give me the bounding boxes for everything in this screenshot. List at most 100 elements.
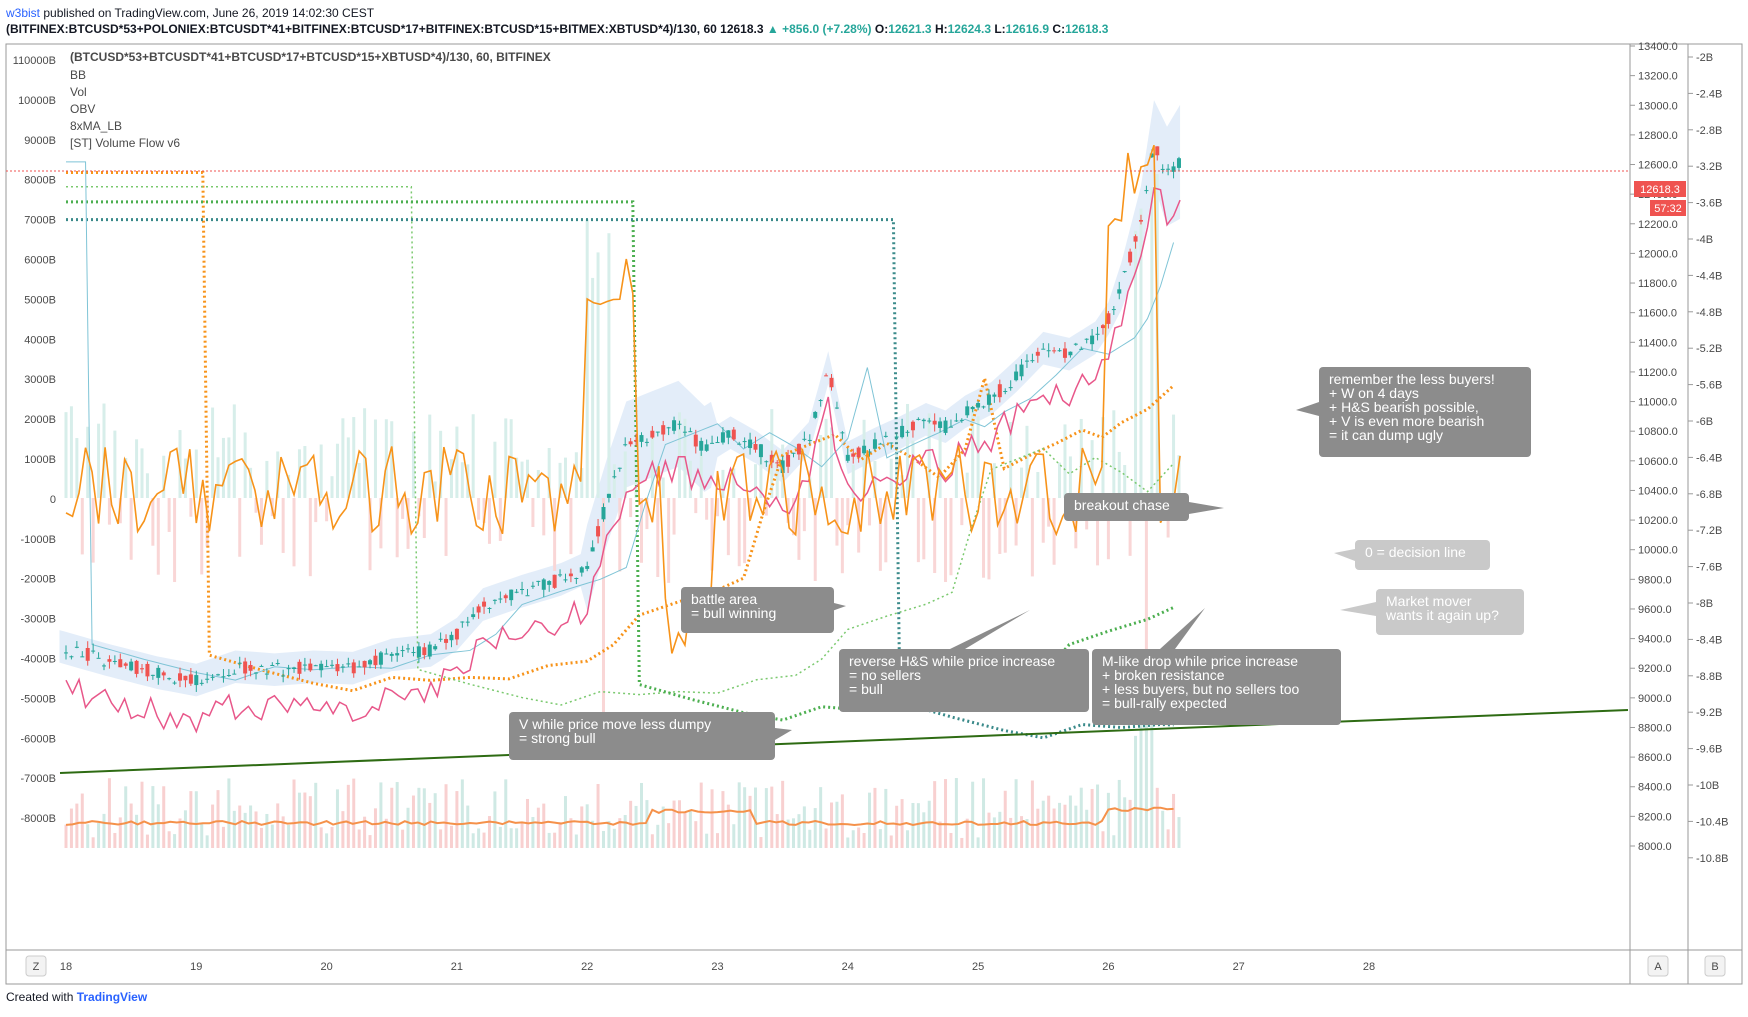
obv-tick-label: -5.6B bbox=[1696, 380, 1722, 392]
obv-axis[interactable]: -2B -2.4B -2.8B -3.2B -3.6B -4B -4.4B -4.8B -5.2… bbox=[1688, 52, 1728, 865]
volume-flow-bar bbox=[1068, 456, 1072, 498]
volume-bar bbox=[1009, 817, 1013, 848]
annotation-text: = bull winning bbox=[691, 605, 776, 621]
timezone-button[interactable] bbox=[25, 955, 47, 977]
time-axis[interactable]: 18 19 20 21 22 23 24 25 26 27 28 bbox=[60, 961, 1375, 973]
volume-bar bbox=[1058, 802, 1062, 848]
candle bbox=[389, 653, 394, 656]
volume-bar bbox=[515, 828, 519, 848]
candle bbox=[541, 579, 546, 590]
volume-flow-bar bbox=[428, 414, 432, 498]
candle bbox=[970, 406, 975, 410]
volume-bar bbox=[1139, 702, 1143, 848]
obv-tick-label: -4B bbox=[1696, 234, 1713, 246]
volume-bar bbox=[102, 813, 106, 848]
volume-bar bbox=[314, 782, 318, 848]
candle bbox=[910, 421, 915, 431]
volume-flow-bar bbox=[645, 498, 649, 530]
volume-bar bbox=[80, 793, 84, 848]
volume-flow-bar bbox=[569, 498, 573, 555]
volume-bar bbox=[1068, 795, 1072, 848]
candle bbox=[134, 660, 139, 674]
volume-bar bbox=[319, 827, 323, 848]
volume-flow-bar bbox=[238, 498, 242, 557]
candle bbox=[650, 430, 655, 438]
volume-flow-bar bbox=[944, 498, 948, 582]
last-price-badge: 12618.3 bbox=[1634, 181, 1686, 197]
candle bbox=[1030, 360, 1035, 362]
volume-flow-bar bbox=[1128, 498, 1132, 556]
open-value: 12621.3 bbox=[888, 22, 932, 36]
volume-flow-bar bbox=[314, 498, 318, 523]
volume-bar bbox=[156, 804, 160, 848]
candle bbox=[183, 675, 188, 681]
volume-bar bbox=[710, 789, 714, 848]
candle bbox=[1166, 168, 1171, 170]
candle bbox=[254, 672, 259, 674]
volume-bar bbox=[243, 812, 247, 848]
author-link[interactable]: w3bist bbox=[6, 6, 41, 20]
candle bbox=[319, 663, 324, 671]
volume-flow-line bbox=[65, 144, 1181, 654]
candle bbox=[997, 384, 1002, 398]
candle bbox=[520, 589, 525, 591]
volume-bar bbox=[379, 782, 383, 848]
auto-scale-button[interactable] bbox=[1647, 955, 1669, 977]
price-chart[interactable]: 110000B 10000B 9000B 8000B 7000B 6000B 5000B 40… bbox=[0, 40, 1748, 990]
volume-flow-bar bbox=[129, 498, 133, 560]
candle bbox=[129, 661, 134, 671]
candle bbox=[900, 425, 905, 438]
candle bbox=[791, 452, 796, 454]
candle bbox=[74, 646, 79, 648]
volume-bar bbox=[504, 779, 508, 848]
candle bbox=[720, 432, 725, 443]
plot-area[interactable] bbox=[6, 100, 1630, 848]
volume-flow-bar bbox=[591, 277, 595, 498]
volume-flow-bar bbox=[650, 433, 654, 498]
annotation-text: = bull-rally expected bbox=[1102, 695, 1227, 711]
candle bbox=[378, 652, 383, 665]
low-value: 12616.9 bbox=[1005, 22, 1050, 36]
candle bbox=[85, 648, 90, 661]
volume-flow-bar bbox=[906, 403, 910, 498]
candle bbox=[536, 580, 541, 582]
volume-flow-bar bbox=[639, 498, 643, 563]
candle bbox=[965, 406, 970, 416]
volume-bar bbox=[308, 796, 312, 848]
obv-scale-button[interactable] bbox=[1704, 955, 1726, 977]
obv-line bbox=[65, 187, 1181, 734]
volume-flow-bar bbox=[471, 414, 475, 498]
annotation-pointer bbox=[775, 728, 792, 740]
candle bbox=[411, 652, 416, 654]
candle bbox=[1117, 289, 1122, 294]
obv-tick-label: -4.4B bbox=[1696, 270, 1722, 282]
volume-bar bbox=[254, 811, 258, 848]
candle bbox=[118, 659, 123, 668]
volume-bar bbox=[107, 778, 111, 848]
candle bbox=[454, 628, 459, 640]
legend-symbol: (BTCUSD*53+BTCUSDT*41+BTCUSD*17+BTCUSD*1… bbox=[70, 50, 551, 64]
candle bbox=[96, 657, 101, 659]
candle bbox=[69, 656, 74, 658]
footer-created: Created with bbox=[6, 990, 74, 1004]
candle bbox=[313, 665, 318, 667]
candle bbox=[883, 435, 888, 437]
candle bbox=[954, 420, 959, 422]
volume-bar bbox=[846, 837, 850, 848]
candle bbox=[829, 377, 834, 388]
volume-bar bbox=[363, 816, 367, 848]
candle bbox=[335, 664, 340, 672]
volume-flow-tick-label: -4000B bbox=[21, 654, 56, 666]
annotation-text: + W on 4 days bbox=[1329, 385, 1419, 401]
volume-flow-bar bbox=[813, 498, 817, 581]
annotation-note: battle area= bull winning bbox=[681, 587, 846, 633]
volume-flow-tick-label: -3000B bbox=[21, 614, 56, 626]
volume-flow-bar bbox=[281, 498, 285, 553]
time-tick-label: 27 bbox=[1233, 961, 1245, 973]
annotations: battle area= bull winning V while price m… bbox=[509, 367, 1531, 760]
candle bbox=[205, 678, 210, 680]
volume-flow-bar bbox=[737, 498, 741, 567]
volume-bar bbox=[1166, 829, 1170, 848]
tradingview-logo[interactable]: TradingView bbox=[76, 990, 148, 1004]
price-tick-label: 10200.0 bbox=[1638, 515, 1678, 527]
